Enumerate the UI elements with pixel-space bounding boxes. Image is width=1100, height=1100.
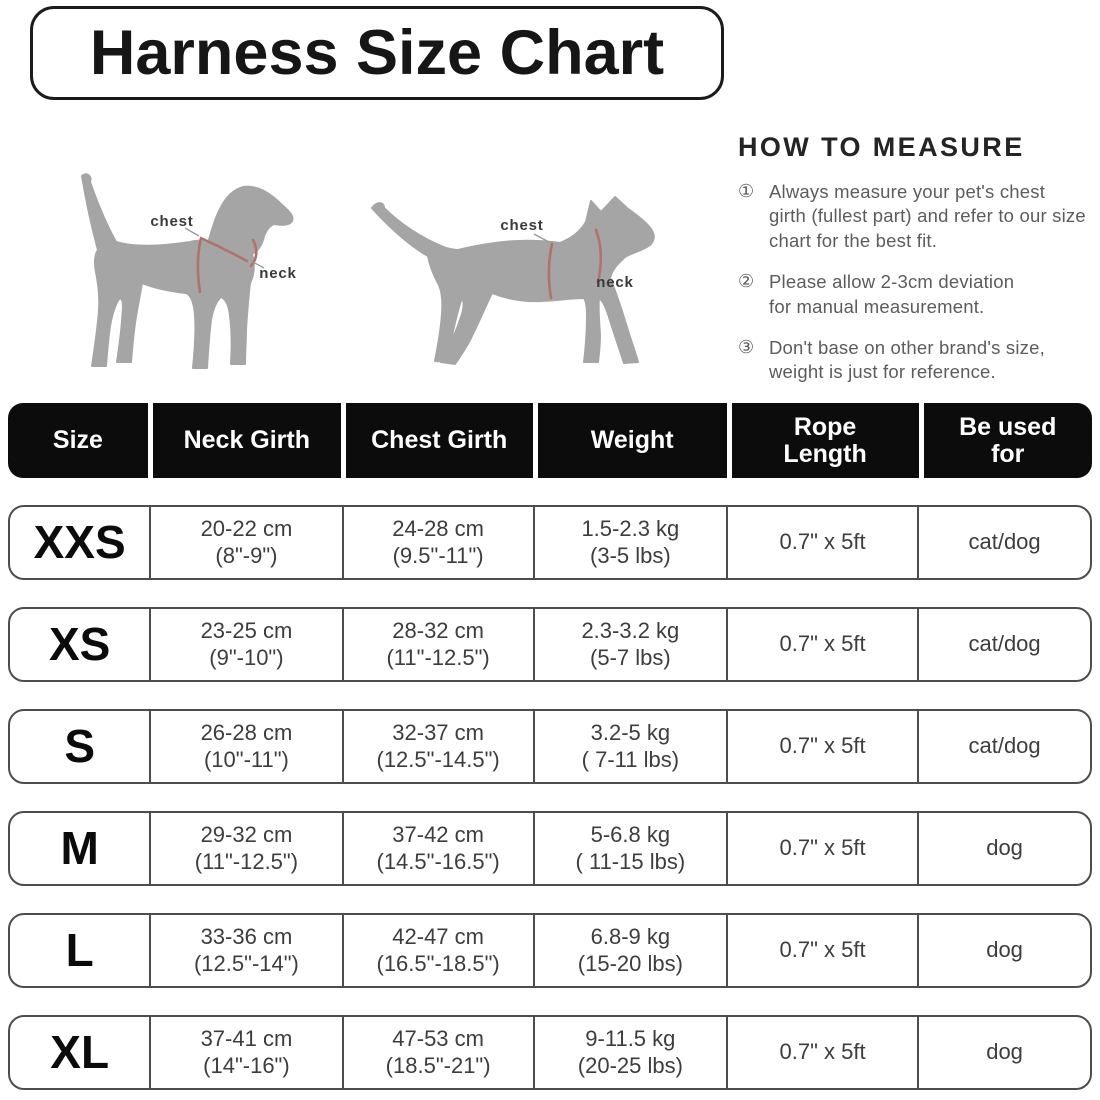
column-header-rope-length: Rope Length bbox=[726, 403, 919, 478]
cell-neck-girth: 29-32 cm (11"-12.5") bbox=[149, 813, 341, 884]
dog-chest-pointer-line bbox=[184, 227, 200, 237]
cell-weight: 2.3-3.2 kg (5-7 lbs) bbox=[532, 609, 726, 680]
dog-neck-label: neck bbox=[259, 265, 296, 282]
cell-weight: 9-11.5 kg (20-25 lbs) bbox=[532, 1017, 726, 1088]
dog-silhouette-icon: chest neck bbox=[81, 173, 296, 369]
table-row: M 29-32 cm (11"-12.5") 37-42 cm (14.5"-1… bbox=[8, 811, 1092, 886]
cell-used-for: dog bbox=[917, 813, 1090, 884]
cat-neck-label: neck bbox=[596, 274, 633, 291]
cell-chest-girth: 24-28 cm (9.5"-11") bbox=[341, 507, 533, 578]
cell-neck-girth: 26-28 cm (10"-11") bbox=[149, 711, 341, 782]
measure-instruction-3: ③ Don't base on other brand's size, weig… bbox=[738, 336, 1094, 385]
cell-size: XS bbox=[48, 618, 111, 671]
measure-instruction-1: ① Always measure your pet's chest girth … bbox=[738, 180, 1094, 253]
cell-used-for: cat/dog bbox=[917, 507, 1090, 578]
how-to-measure-heading: HOW TO MEASURE bbox=[738, 132, 1025, 162]
cell-weight: 1.5-2.3 kg (3-5 lbs) bbox=[532, 507, 726, 578]
cell-size: XXS bbox=[33, 516, 126, 569]
dog-shoulder-strap bbox=[201, 237, 249, 263]
dog-body-shape bbox=[81, 173, 294, 369]
cat-neck-strap bbox=[594, 228, 603, 284]
dog-neck-pointer-line bbox=[250, 260, 265, 269]
cell-weight: 5-6.8 kg ( 11-15 lbs) bbox=[532, 813, 726, 884]
circled-number-1: ① bbox=[738, 181, 755, 201]
cell-rope-length: 0.7" x 5ft bbox=[726, 915, 917, 986]
instruction-text: Always measure your pet's chest girth (f… bbox=[769, 181, 1086, 251]
circled-number-2: ② bbox=[738, 271, 755, 292]
cell-used-for: cat/dog bbox=[917, 711, 1090, 782]
dog-girth-strap bbox=[196, 236, 203, 294]
cell-size: M bbox=[60, 822, 99, 875]
cell-weight: 6.8-9 kg (15-20 lbs) bbox=[532, 915, 726, 986]
dog-chest-label: chest bbox=[150, 213, 193, 230]
table-row: XS 23-25 cm (9"-10") 28-32 cm (11"-12.5"… bbox=[8, 607, 1092, 682]
cell-rope-length: 0.7" x 5ft bbox=[726, 507, 917, 578]
table-row: XXS 20-22 cm (8"-9") 24-28 cm (9.5"-11")… bbox=[8, 505, 1092, 580]
cell-size: S bbox=[64, 720, 95, 773]
table-row: S 26-28 cm (10"-11") 32-37 cm (12.5"-14.… bbox=[8, 709, 1092, 784]
cell-used-for: dog bbox=[917, 915, 1090, 986]
cell-chest-girth: 28-32 cm (11"-12.5") bbox=[341, 609, 533, 680]
cell-neck-girth: 37-41 cm (14"-16") bbox=[149, 1017, 341, 1088]
column-header-size: Size bbox=[8, 403, 148, 478]
title-box: Harness Size Chart bbox=[30, 6, 724, 100]
cell-weight: 3.2-5 kg ( 7-11 lbs) bbox=[532, 711, 726, 782]
cell-chest-girth: 42-47 cm (16.5"-18.5") bbox=[341, 915, 533, 986]
cell-neck-girth: 20-22 cm (8"-9") bbox=[149, 507, 341, 578]
instruction-text: Don't base on other brand's size, weight… bbox=[769, 337, 1045, 383]
cell-rope-length: 0.7" x 5ft bbox=[726, 813, 917, 884]
cell-chest-girth: 47-53 cm (18.5"-21") bbox=[341, 1017, 533, 1088]
cell-used-for: dog bbox=[917, 1017, 1090, 1088]
circled-number-3: ③ bbox=[738, 337, 755, 358]
column-header-weight: Weight bbox=[532, 403, 727, 478]
cat-silhouette-icon: chest neck bbox=[371, 196, 655, 365]
cat-body-shape bbox=[371, 196, 655, 365]
how-to-measure-section: HOW TO MEASURE ① Always measure your pet… bbox=[738, 132, 1094, 385]
column-header-be-used-for: Be used for bbox=[918, 403, 1092, 478]
cell-neck-girth: 33-36 cm (12.5"-14") bbox=[149, 915, 341, 986]
cell-size: XL bbox=[50, 1026, 110, 1079]
cat-girth-strap bbox=[547, 242, 554, 300]
cell-rope-length: 0.7" x 5ft bbox=[726, 711, 917, 782]
cell-chest-girth: 32-37 cm (12.5"-14.5") bbox=[341, 711, 533, 782]
table-header-row: Size Neck Girth Chest Girth Weight Rope … bbox=[8, 403, 1092, 478]
size-table-body: XXS 20-22 cm (8"-9") 24-28 cm (9.5"-11")… bbox=[8, 505, 1092, 1100]
cell-used-for: cat/dog bbox=[917, 609, 1090, 680]
cell-neck-girth: 23-25 cm (9"-10") bbox=[149, 609, 341, 680]
cell-rope-length: 0.7" x 5ft bbox=[726, 1017, 917, 1088]
table-row: XL 37-41 cm (14"-16") 47-53 cm (18.5"-21… bbox=[8, 1015, 1092, 1090]
page-title: Harness Size Chart bbox=[89, 18, 665, 88]
cat-chest-label: chest bbox=[500, 217, 543, 234]
cell-chest-girth: 37-42 cm (14.5"-16.5") bbox=[341, 813, 533, 884]
dog-neck-strap bbox=[249, 238, 258, 268]
cell-rope-length: 0.7" x 5ft bbox=[726, 609, 917, 680]
cell-size: L bbox=[65, 924, 94, 977]
measure-instruction-2: ② Please allow 2-3cm deviation for manua… bbox=[738, 270, 1094, 319]
cat-chest-pointer-line bbox=[533, 233, 550, 243]
instruction-text: Please allow 2-3cm deviation for manual … bbox=[769, 271, 1015, 317]
column-header-chest-girth: Chest Girth bbox=[340, 403, 533, 478]
table-row: L 33-36 cm (12.5"-14") 42-47 cm (16.5"-1… bbox=[8, 913, 1092, 988]
column-header-neck-girth: Neck Girth bbox=[147, 403, 341, 478]
